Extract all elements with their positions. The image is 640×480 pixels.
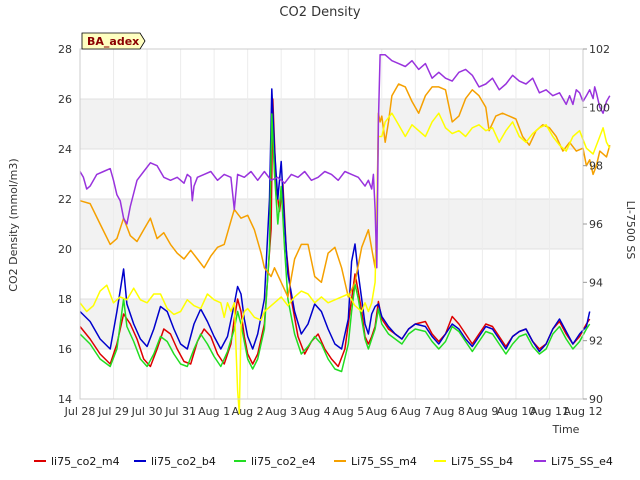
x-tick: Aug 8 [433,405,465,418]
x-tick: Jul 31 [164,405,196,418]
y-tick-left: 26 [58,93,72,106]
legend-item: Li75_SS_m4 [334,455,417,468]
series-line-li75_co2_e4 [79,113,591,373]
y-tick-right: 94 [589,276,603,289]
legend-label: li75_co2_m4 [51,455,120,468]
grid-band [80,349,583,399]
x-tick: Aug 2 [232,405,264,418]
grid-band [80,49,583,99]
legend-label: li75_co2_e4 [251,455,316,468]
legend-label: Li75_SS_m4 [351,455,417,468]
x-axis-label: Time [552,423,580,436]
legend-item: Li75_SS_e4 [534,455,613,468]
y-tick-right: 102 [589,43,610,56]
legend-item: li75_co2_e4 [234,455,316,468]
grid-band [80,249,583,299]
y-tick-right: 90 [589,393,603,406]
x-tick: Aug 4 [299,405,331,418]
y-tick-left: 28 [58,43,72,56]
x-tick: Aug 5 [332,405,364,418]
series-line-li75_co2_m4 [79,98,591,368]
x-tick: Jul 30 [131,405,163,418]
y-axis-left-label: CO2 Density (mmol/m3) [7,158,20,291]
x-tick: Aug 3 [265,405,297,418]
series-line-Li75_SS_e4 [79,54,611,269]
y-tick-left: 14 [58,393,72,406]
x-tick: Aug 9 [466,405,498,418]
legend-label: Li75_SS_b4 [451,455,513,468]
legend-label: li75_co2_b4 [151,455,216,468]
y-tick-right: 92 [589,335,603,348]
badge-box [81,32,146,50]
y-tick-right: 96 [589,218,603,231]
grid-band [80,299,583,349]
series-line-Li75_SS_b4 [79,112,611,415]
y-tick-left: 18 [58,293,72,306]
x-tick: Aug 7 [399,405,431,418]
y-tick-right: 98 [589,160,603,173]
x-tick: Jul 28 [64,405,96,418]
series-line-li75_co2_b4 [79,88,591,353]
legend-item: li75_co2_b4 [134,455,216,468]
y-tick-left: 22 [58,193,72,206]
legend-item: Li75_SS_b4 [434,455,513,468]
x-tick: Aug 11 [530,405,569,418]
grid-band [80,199,583,249]
x-tick: Jul 29 [97,405,129,418]
x-tick: Aug 6 [366,405,398,418]
y-axis-right-label: LI-7500 SS [624,201,637,260]
x-tick: Aug 10 [496,405,535,418]
chart-title: CO2 Density [279,5,360,20]
series-line-Li75_SS_m4 [79,83,611,298]
y-tick-left: 16 [58,343,72,356]
legend: li75_co2_m4 li75_co2_b4 li75_co2_e4 Li75_SS… [34,455,613,468]
y-tick-left: 24 [58,143,72,156]
grid-band [80,99,583,149]
legend-label: Li75_SS_e4 [551,455,613,468]
x-tick: Aug 1 [198,405,230,418]
badge-label: BA_adex [87,35,139,48]
y-tick-left: 20 [58,243,72,256]
legend-item: li75_co2_m4 [34,455,120,468]
x-tick: Aug 12 [564,405,603,418]
y-tick-right: 100 [589,101,610,114]
badge: BA_adex [81,32,146,50]
